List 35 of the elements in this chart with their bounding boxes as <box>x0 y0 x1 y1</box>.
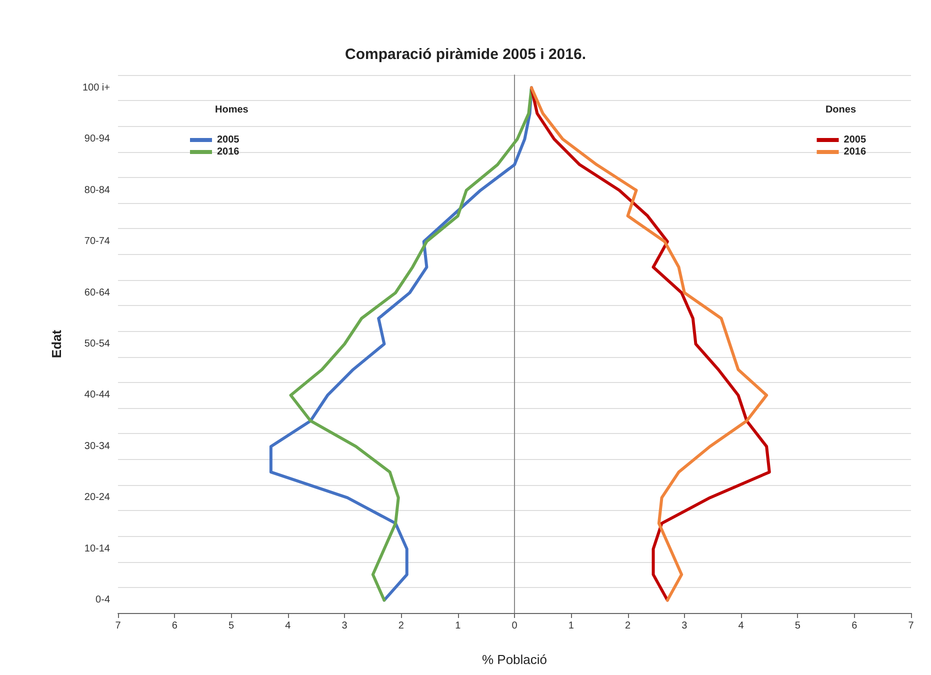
annotation: Homes <box>215 104 249 116</box>
x-tick-label: 6 <box>172 620 178 632</box>
legend-label: 2016 <box>217 146 240 158</box>
y-tick-label: 90-94 <box>84 134 110 145</box>
y-tick-label: 40-44 <box>84 390 110 401</box>
x-tick-label: 3 <box>682 620 688 632</box>
x-tick-label: 5 <box>794 620 801 632</box>
x-tick-label: 4 <box>285 620 292 632</box>
x-tick-label: 5 <box>228 620 235 632</box>
y-axis-title: Edat <box>49 329 64 358</box>
legend-label: 2005 <box>844 134 866 146</box>
x-axis-title: % Població <box>482 652 548 667</box>
x-tick-label: 2 <box>398 620 404 632</box>
x-tick-label: 3 <box>342 620 348 632</box>
x-tick-label: 7 <box>115 620 122 632</box>
annotation: Dones <box>825 104 856 116</box>
y-tick-label: 50-54 <box>84 338 110 350</box>
y-tick-label: 60-64 <box>84 287 110 298</box>
y-tick-label: 0-4 <box>96 594 110 606</box>
y-tick-label: 20-24 <box>84 492 110 504</box>
y-tick-label: 80-84 <box>84 184 110 196</box>
x-tick-label: 7 <box>908 620 914 632</box>
x-tick-label: 0 <box>512 620 518 632</box>
y-tick-label: 70-74 <box>84 236 110 248</box>
legend-label: 2005 <box>217 134 240 146</box>
x-tick-label: 1 <box>568 620 574 632</box>
x-tick-label: 6 <box>852 620 858 632</box>
legend-label: 2016 <box>844 146 866 158</box>
y-tick-label: 10-14 <box>84 543 110 554</box>
y-tick-label: 100 i+ <box>82 82 110 94</box>
x-tick-label: 1 <box>455 620 462 632</box>
chart-title: Comparació piràmide 2005 i 2016. <box>345 46 586 63</box>
x-tick-label: 2 <box>625 620 632 632</box>
y-tick-label: 30-34 <box>84 440 110 452</box>
x-tick-label: 4 <box>738 620 744 632</box>
